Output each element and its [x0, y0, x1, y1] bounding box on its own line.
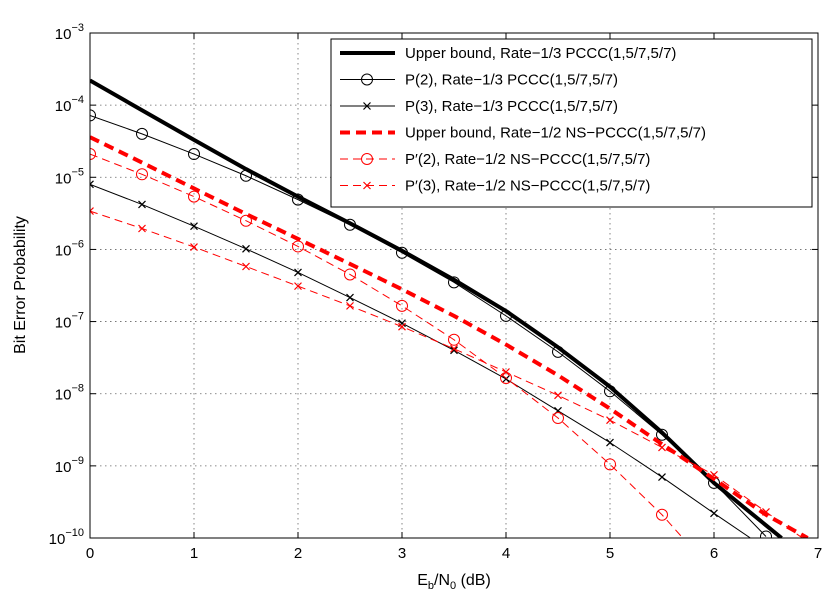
series-6-point	[658, 443, 666, 452]
series-2-point	[292, 193, 304, 206]
series-5-point	[188, 190, 200, 203]
series-6-point	[450, 344, 458, 353]
y-axis-label: Bit Error Probability	[12, 216, 29, 354]
series-2-point	[136, 127, 148, 140]
y-tick-label: 10−10	[49, 527, 84, 548]
legend-label-3: P(3), Rate−1/3 PCCC(1,5/7,5/7)	[405, 98, 618, 115]
series-5-point	[604, 458, 616, 471]
series-2-point	[500, 309, 512, 322]
x-axis-label: Eb/N0 (dB)	[417, 572, 491, 592]
series-3-point	[90, 180, 94, 189]
series-2-point	[396, 246, 408, 259]
series-6-point	[90, 207, 94, 216]
series-2-point	[90, 109, 96, 122]
series-5-point	[344, 268, 356, 281]
series-line-2	[90, 114, 767, 537]
x-tick-label: 6	[710, 545, 718, 562]
y-tick-label: 10−9	[55, 455, 84, 476]
series-6-point	[398, 322, 406, 331]
series-6-point	[346, 301, 354, 310]
legend-label-5: P′(2), Rate−1/2 NS−PCCC(1,5/7,5/7)	[405, 151, 650, 168]
series-3-point	[606, 438, 614, 447]
series-2-point	[604, 385, 616, 398]
y-tick-label: 10−8	[55, 383, 84, 404]
grid	[90, 33, 818, 538]
legend-marker-6	[363, 181, 371, 190]
series-6-point	[606, 416, 614, 425]
series-6-point	[710, 470, 718, 479]
series-5-point	[292, 240, 304, 253]
series-6-point	[502, 368, 510, 376]
series-6-point	[190, 243, 198, 251]
series-5-point	[136, 168, 148, 181]
y-tick-label: 10−6	[55, 238, 84, 259]
series-5-point	[656, 508, 668, 521]
x-tick-label: 3	[398, 545, 406, 562]
legend: Upper bound, Rate−1/3 PCCC(1,5/7,5/7) P(2…	[330, 38, 813, 208]
series-2-point	[760, 530, 772, 538]
legend-label-6: P′(3), Rate−1/2 NS−PCCC(1,5/7,5/7)	[405, 178, 650, 195]
y-tick-label: 10−5	[55, 166, 84, 187]
series-3-point	[710, 509, 718, 518]
series-5-point	[90, 148, 96, 161]
legend-box	[330, 38, 813, 208]
y-tick-label: 10−4	[55, 94, 84, 115]
series-2-point	[552, 345, 564, 358]
series-6-point	[242, 262, 250, 271]
series-2-point	[656, 428, 668, 441]
series-2-point	[188, 148, 200, 161]
ticks	[89, 32, 819, 539]
series-6-point	[554, 391, 562, 400]
series-5-point	[552, 412, 564, 425]
x-tick-label: 4	[502, 545, 510, 562]
y-tick-label: 10−3	[55, 22, 84, 43]
plot-frame	[89, 32, 819, 539]
series-3-point	[658, 473, 666, 481]
series-2-point	[240, 169, 252, 182]
series-layer	[90, 78, 809, 538]
series-6-point	[294, 282, 302, 291]
x-tick-label: 5	[606, 545, 614, 562]
series-6-point	[762, 507, 770, 516]
series-3-point	[346, 293, 354, 302]
series-3-point	[190, 222, 198, 231]
x-tick-label: 7	[814, 545, 822, 562]
legend-marker-3	[363, 102, 371, 110]
x-tick-label: 0	[86, 545, 94, 562]
legend-marker-2	[361, 73, 373, 86]
legend-marker-5	[361, 153, 373, 165]
x-tick-label: 2	[294, 545, 302, 562]
y-tick-label: 10−7	[55, 311, 84, 332]
legend-label-4: Upper bound, Rate−1/2 NS−PCCC(1,5/7,5/7)	[405, 125, 706, 142]
series-3-point	[138, 200, 146, 209]
series-3-point	[242, 244, 250, 253]
series-3-point	[450, 346, 458, 355]
series-line-3	[90, 183, 751, 538]
x-tick-label: 1	[190, 545, 198, 562]
series-5-point	[396, 299, 408, 312]
series-6-point	[138, 224, 146, 233]
y-tick-labels: 10−10 10−9 10−8 10−7 10−6 10−5 10−4 10−3	[49, 22, 84, 548]
x-tick-labels: 0 1 2 3 4 5 6 7	[86, 545, 822, 562]
legend-label-2: P(2), Rate−1/3 PCCC(1,5/7,5/7)	[405, 72, 618, 89]
series-5-point	[448, 333, 460, 346]
series-line-4	[90, 135, 809, 538]
series-3-point	[294, 268, 302, 277]
series-2-point	[448, 276, 460, 289]
series-5-point	[240, 214, 252, 227]
series-2-point	[344, 218, 356, 231]
legend-label-1: Upper bound, Rate−1/3 PCCC(1,5/7,5/7)	[405, 45, 676, 62]
